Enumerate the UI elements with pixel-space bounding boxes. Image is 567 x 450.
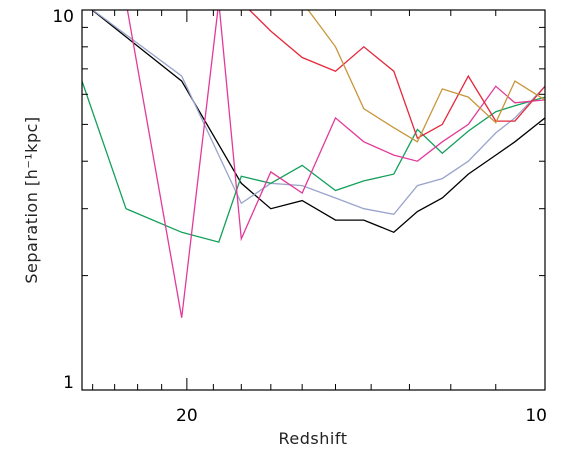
- series-line-2: [91, 10, 545, 216]
- series-layer: [82, 10, 545, 318]
- y-axis-title: Separation [h⁻¹kpc]: [22, 116, 41, 283]
- x-tick-label: 20: [176, 406, 198, 426]
- series-line-3: [82, 80, 545, 243]
- series-line-5: [248, 10, 545, 140]
- tick-labels-layer: 20 10 10 1: [52, 7, 547, 426]
- y-tick-label: 1: [63, 373, 74, 393]
- x-tick-label: 10: [525, 406, 547, 426]
- series-line-4: [126, 10, 545, 318]
- y-tick-label: 10: [52, 7, 74, 27]
- ticks-layer: [82, 9, 546, 391]
- series-line-6: [307, 10, 545, 143]
- series-line-1: [91, 10, 545, 234]
- plot-frame: [81, 9, 546, 391]
- x-axis-title: Redshift: [279, 429, 348, 448]
